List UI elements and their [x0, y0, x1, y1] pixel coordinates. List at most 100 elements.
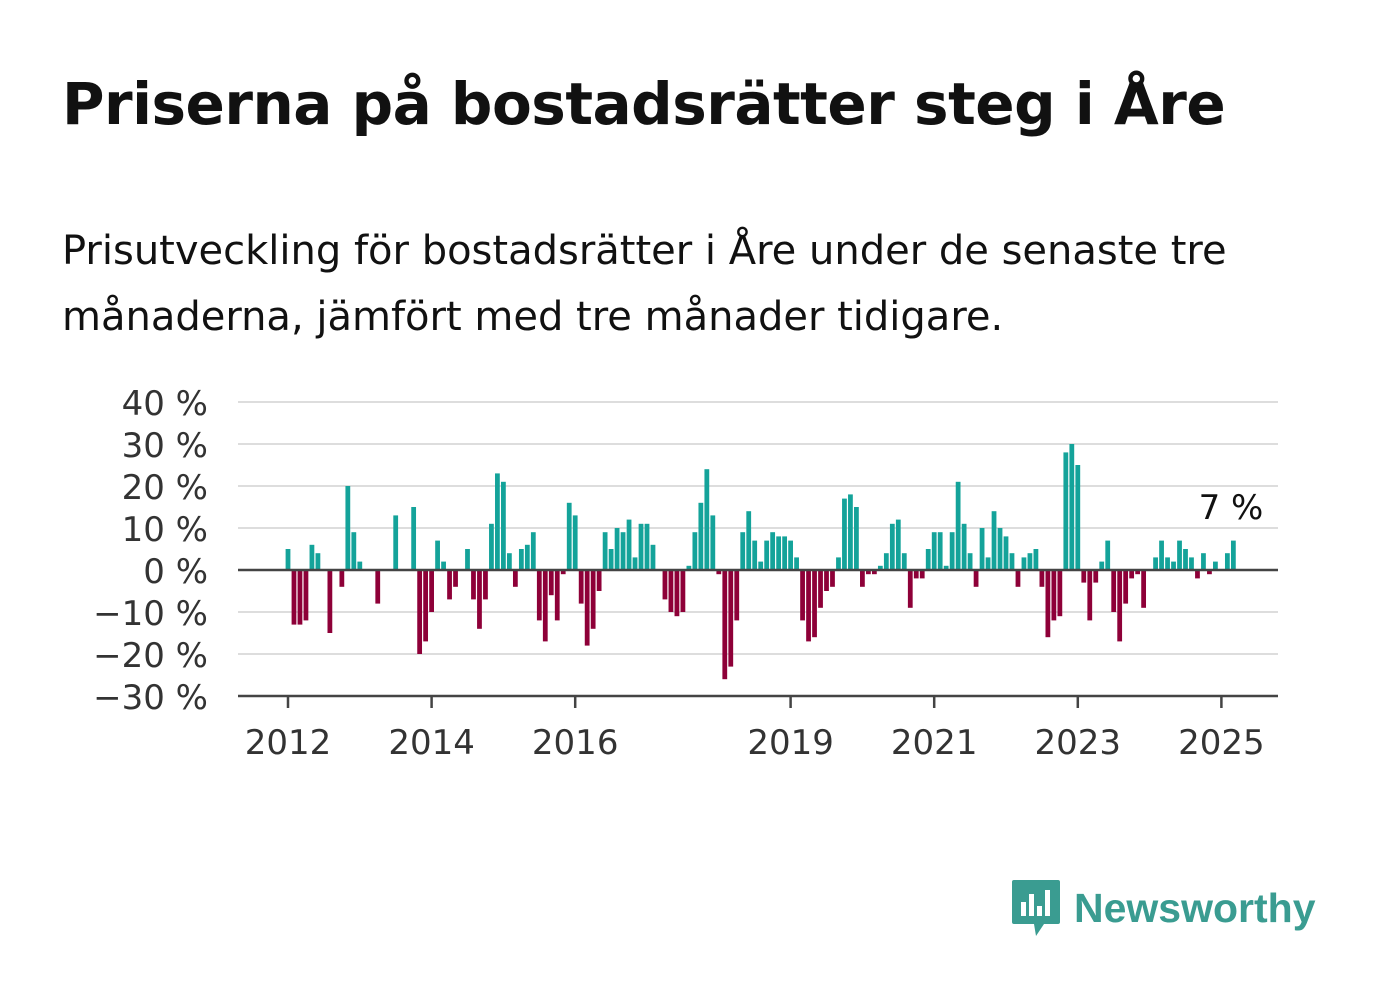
bar [686, 565, 692, 570]
bar [913, 570, 919, 579]
bar [985, 557, 991, 570]
bar [949, 532, 955, 570]
bar [441, 561, 446, 570]
y-tick-label: 20 % [122, 468, 208, 508]
bar [865, 570, 871, 575]
bar [453, 570, 458, 587]
bar [1051, 570, 1057, 621]
bar [860, 570, 865, 587]
bar [393, 515, 399, 570]
bar [638, 523, 644, 570]
bar [1141, 570, 1147, 608]
bar [937, 532, 943, 570]
bar [291, 570, 297, 625]
bar [620, 532, 626, 570]
x-tick-label: 2023 [1035, 723, 1122, 763]
bar [650, 544, 656, 570]
y-tick-label: 30 % [122, 426, 208, 466]
bar [1171, 561, 1176, 570]
bar [1189, 557, 1194, 570]
bar [501, 481, 506, 570]
bar [680, 570, 686, 612]
y-tick-label: 0 % [143, 552, 208, 592]
bar [626, 519, 632, 570]
bar [1123, 570, 1129, 604]
bar [614, 528, 620, 570]
bar [955, 481, 961, 570]
bar [339, 570, 345, 587]
bar [542, 570, 548, 642]
bar [662, 570, 668, 600]
bar [1081, 570, 1087, 583]
y-tick-label: −30 % [93, 678, 208, 718]
bar [919, 570, 925, 579]
bar [327, 570, 333, 633]
bar [1177, 540, 1182, 570]
bar [842, 498, 847, 570]
bar [554, 570, 560, 621]
bar [309, 544, 315, 570]
y-tick-label: 40 % [122, 384, 208, 424]
bar [530, 532, 536, 570]
bar [1033, 549, 1039, 570]
x-tick-label: 2021 [891, 723, 978, 763]
bar [351, 532, 357, 570]
bar [608, 549, 614, 570]
bar [871, 570, 877, 575]
bar [1117, 570, 1123, 642]
bar [303, 570, 309, 621]
bar [1105, 540, 1111, 570]
chart-title: Priserna på bostadsrätter steg i Åre [62, 70, 1226, 138]
bar [1159, 540, 1164, 570]
x-tick-label: 2012 [245, 723, 332, 763]
bar [1201, 553, 1206, 570]
x-tick-label: 2016 [532, 723, 619, 763]
bar [357, 561, 363, 570]
bar [997, 528, 1003, 570]
x-tick-label: 2014 [388, 723, 475, 763]
bar [477, 570, 482, 629]
bar [788, 540, 793, 570]
bar [752, 540, 758, 570]
chart-subtitle: Prisutveckling för bostadsrätter i Åre u… [62, 228, 1227, 340]
annotations: 7 % [1196, 485, 1267, 531]
bar [590, 570, 596, 629]
bar [1224, 553, 1230, 570]
bar [578, 570, 584, 604]
bar [716, 570, 722, 575]
bar [877, 565, 883, 570]
bar [854, 507, 859, 570]
bar [524, 544, 530, 570]
bar [423, 570, 429, 642]
bar [967, 553, 973, 570]
bar [668, 570, 674, 612]
bar-chart: 40 %30 %20 %10 %0 %−10 %−20 %−30 % 2012 2… [93, 384, 1278, 763]
bar [674, 570, 680, 617]
x-axis-tick-labels: 2012 2014 2016 2019 2021 2023 2025 [245, 696, 1265, 763]
bar [740, 532, 746, 570]
bar [375, 570, 381, 604]
bar [794, 557, 799, 570]
bar [818, 570, 823, 608]
bar [1021, 557, 1027, 570]
bar [907, 570, 913, 608]
bar [632, 557, 638, 570]
y-axis-tick-labels: 40 %30 %20 %10 %0 %−10 %−20 %−30 % [93, 384, 208, 718]
bar [1003, 536, 1009, 570]
bar [1045, 570, 1051, 638]
bar [518, 549, 524, 570]
bar [758, 561, 764, 570]
bar [776, 536, 782, 570]
bar [901, 553, 907, 570]
bar [704, 469, 710, 570]
bar [722, 570, 728, 680]
bar [1015, 570, 1021, 587]
bar [734, 570, 740, 621]
bar [417, 570, 423, 654]
bar [1075, 465, 1081, 570]
bar [979, 528, 985, 570]
bar [435, 540, 440, 570]
bar [746, 511, 752, 570]
bar [824, 570, 829, 591]
bar [1213, 561, 1218, 570]
